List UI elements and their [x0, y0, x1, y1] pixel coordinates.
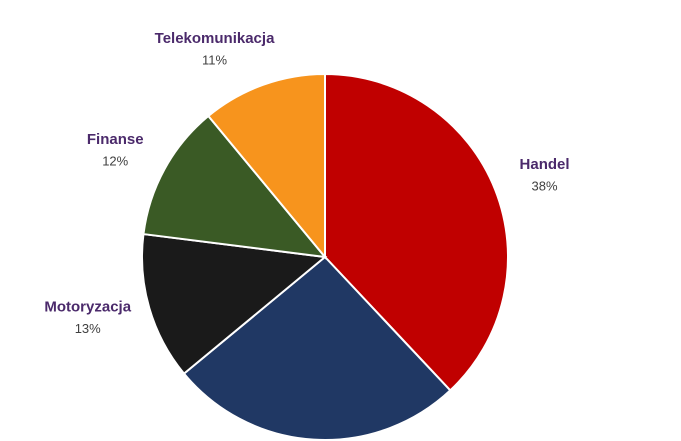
pie-slice — [206, 72, 326, 260]
value-label: 13% — [75, 321, 101, 336]
pie-slice — [141, 232, 328, 376]
slice-label: Motoryzacja — [44, 298, 131, 315]
slice-label: Handel — [520, 156, 570, 173]
slice-label: Telekomunikacja — [155, 30, 275, 47]
value-label: 11% — [202, 52, 227, 67]
slice-label: Finanse — [87, 131, 144, 148]
value-label: 12% — [102, 153, 128, 168]
pie-slice — [142, 114, 328, 259]
value-label: 38% — [532, 178, 558, 193]
pie-slice — [182, 255, 452, 441]
pie-slice — [324, 72, 509, 392]
